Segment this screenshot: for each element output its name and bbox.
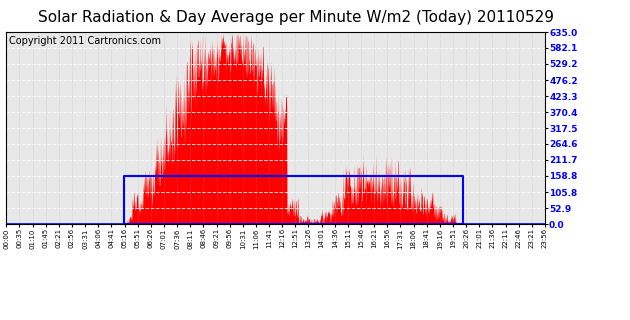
Text: Copyright 2011 Cartronics.com: Copyright 2011 Cartronics.com (9, 36, 161, 46)
Text: Solar Radiation & Day Average per Minute W/m2 (Today) 20110529: Solar Radiation & Day Average per Minute… (38, 10, 554, 25)
